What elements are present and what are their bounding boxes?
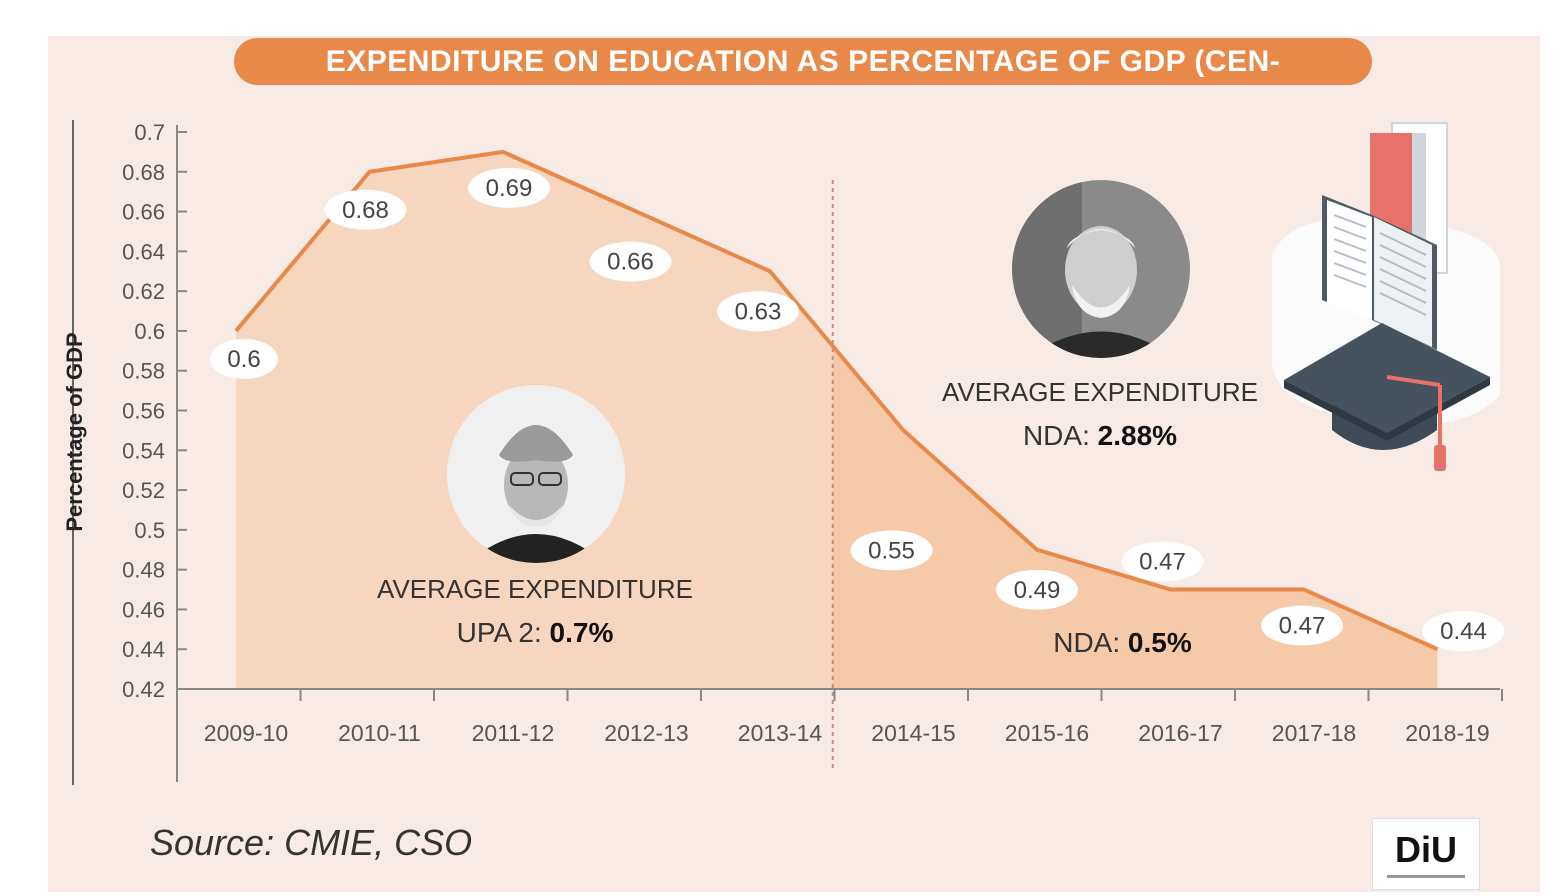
y-tick-label: 0.5 bbox=[134, 518, 165, 543]
y-tick-label: 0.62 bbox=[122, 279, 165, 304]
graduation-cap-icon bbox=[1284, 323, 1490, 471]
x-tick-label: 2016-17 bbox=[1138, 720, 1222, 746]
nda-average-heading: AVERAGE EXPENDITURE bbox=[942, 377, 1258, 407]
books-icon bbox=[1322, 122, 1448, 350]
x-tick-label: 2009-10 bbox=[204, 720, 288, 746]
x-tick-label: 2018-19 bbox=[1405, 720, 1489, 746]
y-tick-label: 0.54 bbox=[122, 438, 165, 463]
nda-portrait bbox=[1012, 180, 1190, 358]
data-label: 0.6 bbox=[227, 346, 260, 373]
y-tick-label: 0.44 bbox=[122, 637, 165, 662]
data-label-bubble bbox=[1422, 611, 1505, 652]
data-label-bubble bbox=[717, 291, 799, 332]
area-fill-segment-2 bbox=[832, 346, 1438, 689]
x-tick-label: 2010-11 bbox=[338, 720, 421, 746]
source-note: Source: CMIE, CSO bbox=[150, 822, 473, 863]
y-tick-label: 0.66 bbox=[122, 200, 165, 225]
diu-logo: DiU bbox=[1372, 818, 1480, 890]
data-label: 0.68 bbox=[342, 197, 389, 224]
x-tick-label: 2011-12 bbox=[472, 720, 555, 746]
data-label: 0.66 bbox=[607, 249, 654, 276]
data-label: 0.55 bbox=[868, 537, 915, 564]
y-tick-label: 0.68 bbox=[122, 160, 165, 185]
upa-portrait bbox=[447, 385, 625, 563]
logo-text: DiU bbox=[1395, 829, 1457, 870]
upa-average-value: 0.7% bbox=[549, 617, 614, 648]
y-tick-label: 0.56 bbox=[122, 399, 165, 424]
data-label-bubble bbox=[996, 569, 1078, 610]
nda-average-value: 2.88% bbox=[1097, 420, 1178, 451]
y-tick-label: 0.42 bbox=[122, 677, 165, 702]
data-label-bubble bbox=[589, 241, 672, 282]
y-tick-label: 0.6 bbox=[134, 319, 165, 344]
x-tick-label: 2014-15 bbox=[871, 720, 955, 746]
data-label-bubble bbox=[468, 167, 550, 208]
upa-average-annotation: AVERAGE EXPENDITURE UPA 2: 0.7% bbox=[370, 574, 700, 649]
data-label-bubble bbox=[850, 530, 933, 571]
x-tick-label: 2015-16 bbox=[1005, 720, 1089, 746]
data-label: 0.69 bbox=[486, 175, 533, 202]
chart-title: EXPENDITURE ON EDUCATION AS PERCENTAGE O… bbox=[234, 38, 1372, 85]
y-tick-label: 0.7 bbox=[134, 120, 165, 145]
y-tick-label: 0.48 bbox=[122, 558, 165, 583]
data-label-bubble bbox=[1121, 541, 1204, 582]
data-label: 0.47 bbox=[1279, 613, 1326, 640]
data-label-bubble bbox=[210, 338, 278, 379]
data-label-bubble bbox=[1261, 605, 1343, 646]
nda-average-prefix: NDA: bbox=[1022, 420, 1090, 451]
y-tick-label: 0.52 bbox=[122, 478, 165, 503]
x-tick-label: 2013-14 bbox=[738, 720, 823, 746]
y-tick-label: 0.46 bbox=[122, 597, 165, 622]
data-label: 0.49 bbox=[1014, 577, 1061, 604]
x-tick-label: 2012-13 bbox=[604, 720, 688, 746]
nda-prefix: NDA: bbox=[1053, 627, 1121, 658]
data-label: 0.44 bbox=[1440, 618, 1487, 645]
data-label: 0.63 bbox=[735, 298, 782, 325]
nda-annotation: NDA: 0.5% bbox=[1030, 627, 1215, 659]
nda-average-annotation: AVERAGE EXPENDITURE NDA: 2.88% bbox=[935, 377, 1265, 452]
series-line bbox=[234, 149, 1439, 652]
data-label: 0.47 bbox=[1139, 549, 1186, 576]
y-tick-label: 0.64 bbox=[122, 239, 165, 264]
nda-value: 0.5% bbox=[1127, 627, 1192, 658]
x-tick-label: 2017-18 bbox=[1272, 720, 1356, 746]
upa-average-prefix: UPA 2: bbox=[456, 617, 542, 648]
logo-underline bbox=[1387, 875, 1465, 878]
upa-average-heading: AVERAGE EXPENDITURE bbox=[377, 574, 693, 604]
y-tick-label: 0.58 bbox=[122, 359, 165, 384]
y-axis-title: Percentage of GDP bbox=[62, 332, 87, 531]
data-label-bubble bbox=[324, 189, 407, 230]
education-illustration bbox=[1262, 115, 1507, 475]
